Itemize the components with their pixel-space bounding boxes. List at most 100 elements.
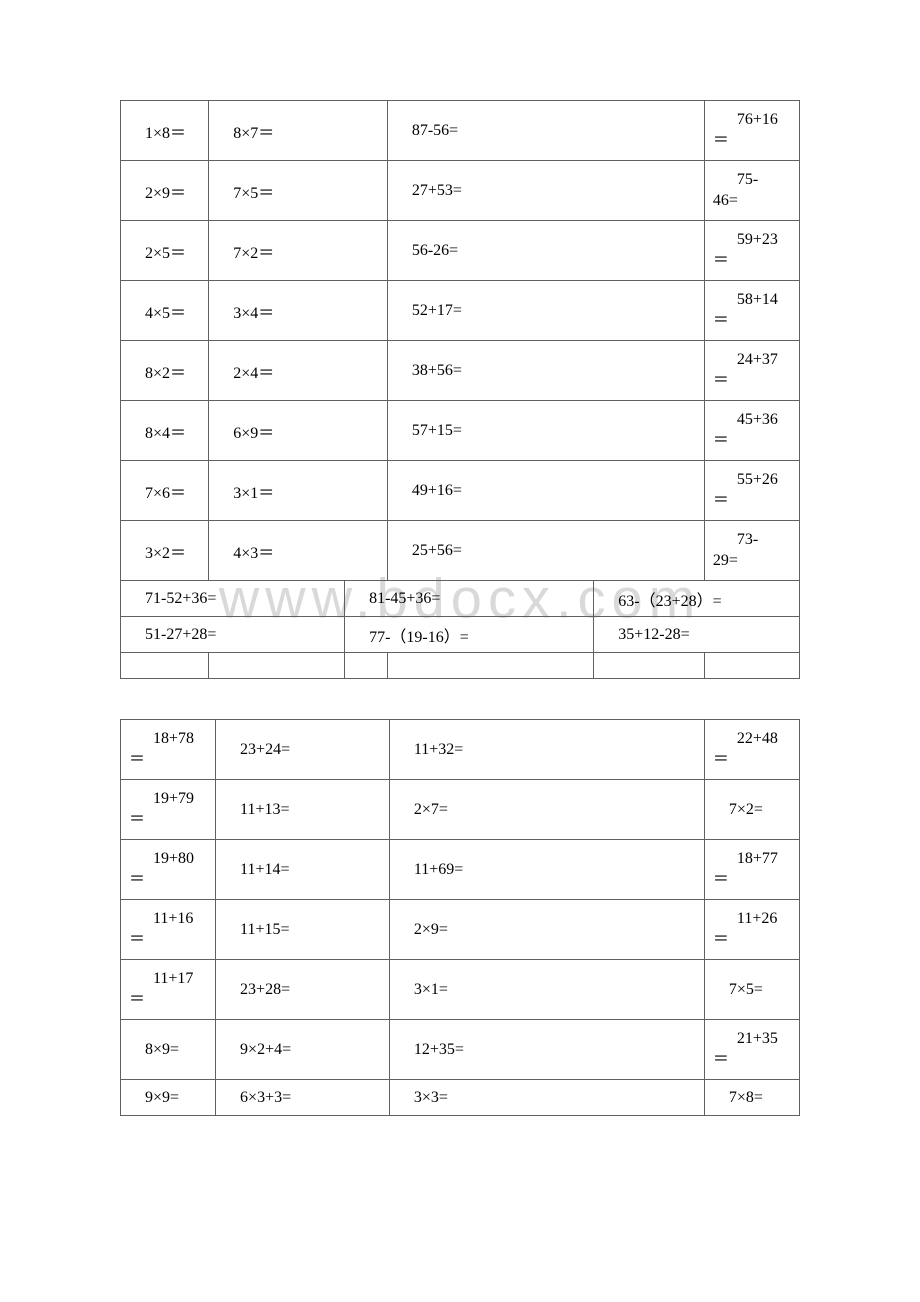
table-cell: 8×2＝ (121, 341, 209, 401)
cell-expression: 19+79 (125, 789, 211, 810)
table-row: 7×6＝3×1＝49+16=55+26＝ (121, 461, 800, 521)
cell-expression: 38+56= (388, 341, 704, 400)
cell-expression: 2×9＝ (121, 161, 208, 220)
cell-expression: 11+16 (125, 909, 211, 930)
table-cell: 77-（19-16）= (345, 617, 594, 653)
cell-expression: 8×7＝ (209, 101, 387, 160)
table-row: 19+79＝11+13=2×7=7×2= (121, 780, 800, 840)
table-cell: 9×2+4= (216, 1020, 390, 1080)
cell-equals: ＝ (125, 810, 211, 831)
table-cell: 11+17＝ (121, 960, 216, 1020)
cell-expression: 18+77 (709, 849, 795, 870)
cell-expression: 11+14= (216, 840, 389, 899)
table-cell: 87-56= (387, 101, 704, 161)
cell-equals: ＝ (709, 311, 795, 332)
table-cell: 27+53= (387, 161, 704, 221)
table-cell: 12+35= (389, 1020, 704, 1080)
table-cell: 4×3＝ (209, 521, 388, 581)
table-cell (594, 653, 705, 679)
table-cell: 11+14= (216, 840, 390, 900)
cell-expression: 7×5= (705, 960, 799, 1019)
cell-expression: 1×8＝ (121, 101, 208, 160)
cell-expression: 35+12-28= (594, 617, 799, 652)
cell-expression: 8×2＝ (121, 341, 208, 400)
cell-expression: 51-27+28= (121, 617, 344, 652)
cell-expression: 19+80 (125, 849, 211, 870)
cell-expression: 57+15= (388, 401, 704, 460)
cell-expression: 3×3= (390, 1080, 704, 1115)
cell-equals: ＝ (709, 431, 795, 452)
table-cell: 7×5＝ (209, 161, 388, 221)
table-row: 8×2＝2×4＝38+56=24+37＝ (121, 341, 800, 401)
table-cell: 3×1＝ (209, 461, 388, 521)
cell-expression: 11+26 (709, 909, 795, 930)
cell-expression: 11+32= (390, 720, 704, 779)
cell-equals: ＝ (709, 491, 795, 512)
cell-expression: 59+23 (709, 230, 795, 251)
cell-expression: 73- (709, 530, 795, 551)
table-cell: 52+17= (387, 281, 704, 341)
table-cell: 24+37＝ (704, 341, 799, 401)
cell-equals: ＝ (709, 251, 795, 272)
table-cell: 7×5= (704, 960, 799, 1020)
cell-expression: 3×2＝ (121, 521, 208, 580)
cell-expression: 23+28= (216, 960, 389, 1019)
cell-expression: 8×4＝ (121, 401, 208, 460)
table-row: 19+80＝11+14=11+69=18+77＝ (121, 840, 800, 900)
cell-expression: 2×7= (390, 780, 704, 839)
cell-expression: 8×9= (121, 1020, 215, 1079)
cell-expression: 7×8= (705, 1080, 799, 1115)
table-row: 71-52+36=81-45+36=63-（23+28）= (121, 581, 800, 617)
table-cell: 3×4＝ (209, 281, 388, 341)
table-cell: 18+78＝ (121, 720, 216, 780)
table-cell: 11+16＝ (121, 900, 216, 960)
table-cell: 23+24= (216, 720, 390, 780)
table-cell: 8×7＝ (209, 101, 388, 161)
cell-expression: 45+36 (709, 410, 795, 431)
cell-expression: 87-56= (388, 101, 704, 160)
table-cell: 75-46= (704, 161, 799, 221)
cell-expression: 3×1＝ (209, 461, 387, 520)
table-row: 4×5＝3×4＝52+17=58+14＝ (121, 281, 800, 341)
cell-expression: 12+35= (390, 1020, 704, 1079)
cell-expression: 18+78 (125, 729, 211, 750)
table-cell: 11+13= (216, 780, 390, 840)
table-cell (387, 653, 593, 679)
table-cell: 3×3= (389, 1080, 704, 1116)
table-cell: 25+56= (387, 521, 704, 581)
table-row (121, 653, 800, 679)
table-cell: 1×8＝ (121, 101, 209, 161)
cell-equals: 46= (709, 191, 795, 212)
cell-expression: 7×6＝ (121, 461, 208, 520)
cell-expression: 7×5＝ (209, 161, 387, 220)
table-cell: 35+12-28= (594, 617, 800, 653)
table-cell (345, 653, 388, 679)
cell-expression: 77-（19-16）= (345, 617, 593, 652)
table-cell: 19+80＝ (121, 840, 216, 900)
table-cell: 2×9= (389, 900, 704, 960)
table-cell: 21+35＝ (704, 1020, 799, 1080)
cell-equals: ＝ (709, 131, 795, 152)
cell-equals: 29= (709, 551, 795, 572)
table-cell: 55+26＝ (704, 461, 799, 521)
cell-expression: 63-（23+28）= (594, 581, 799, 616)
cell-expression: 76+16 (709, 110, 795, 131)
table-cell (704, 653, 799, 679)
cell-expression: 6×9＝ (209, 401, 387, 460)
cell-expression: 11+15= (216, 900, 389, 959)
table-cell: 81-45+36= (345, 581, 594, 617)
table-cell: 11+15= (216, 900, 390, 960)
cell-expression: 25+56= (388, 521, 704, 580)
cell-expression: 24+37 (709, 350, 795, 371)
worksheet-table-1: 1×8＝8×7＝87-56=76+16＝2×9＝7×5＝27+53=75-46=… (120, 100, 800, 679)
table-row: 18+78＝23+24=11+32=22+48＝ (121, 720, 800, 780)
cell-expression: 11+17 (125, 969, 211, 990)
cell-expression: 55+26 (709, 470, 795, 491)
table-cell: 2×4＝ (209, 341, 388, 401)
table-row: 2×9＝7×5＝27+53=75-46= (121, 161, 800, 221)
table-cell: 58+14＝ (704, 281, 799, 341)
cell-equals: ＝ (709, 930, 795, 951)
table-row: 11+16＝11+15=2×9=11+26＝ (121, 900, 800, 960)
cell-equals: ＝ (709, 1050, 795, 1071)
table-cell: 3×2＝ (121, 521, 209, 581)
